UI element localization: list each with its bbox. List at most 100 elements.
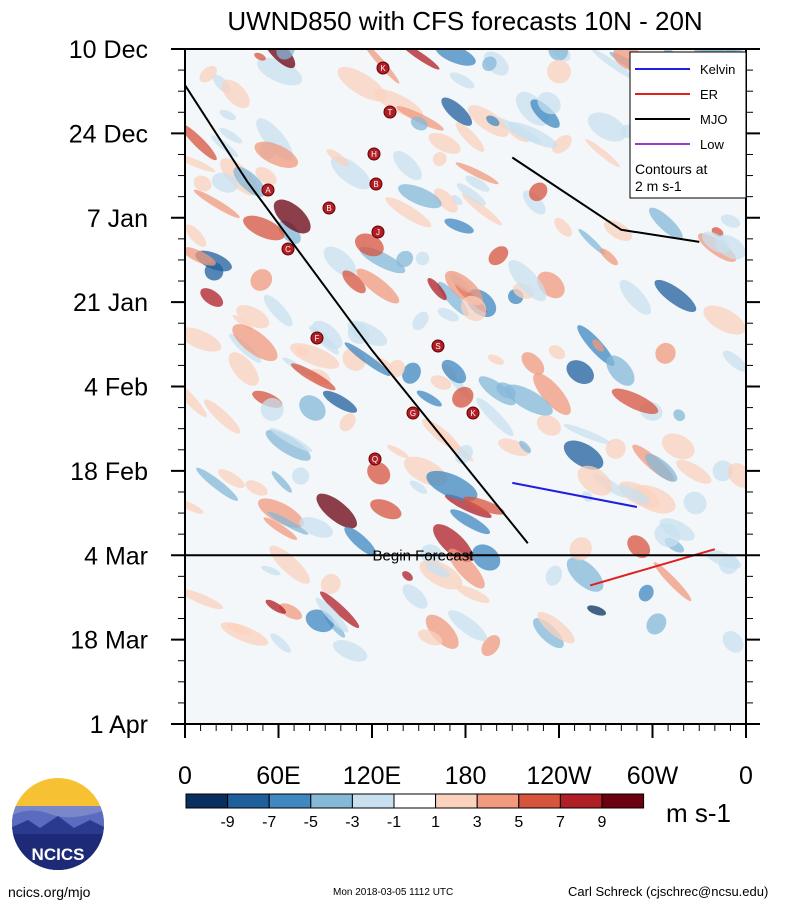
- legend-label-kelvin: Kelvin: [700, 62, 735, 77]
- field-blob: [393, 150, 422, 181]
- ncics-logo: NCICS: [10, 776, 106, 872]
- field-blob: [320, 573, 341, 595]
- field-blob: [270, 633, 291, 653]
- field-blob: [367, 461, 391, 485]
- field-blob: [456, 183, 486, 206]
- field-blob: [196, 467, 239, 501]
- field-blob: [261, 565, 281, 576]
- legend-label-er: ER: [700, 87, 718, 102]
- storm-label: C: [285, 245, 291, 254]
- field-blob: [291, 467, 310, 485]
- field-blob: [508, 259, 547, 302]
- y-tick-label: 18 Mar: [70, 627, 148, 655]
- field-blob: [455, 122, 485, 152]
- field-blob: [646, 613, 667, 635]
- field-blob: [627, 535, 651, 559]
- colorbar-label: -7: [262, 814, 276, 831]
- storm-symbol-marker: [466, 406, 480, 420]
- colorbar-label: 5: [514, 814, 523, 831]
- colorbar-cell: [227, 793, 270, 809]
- x-tick-label: 120E: [343, 762, 401, 790]
- y-tick-label: 4 Feb: [84, 374, 148, 402]
- colorbar-units: m s-1: [666, 798, 731, 828]
- field-blob: [255, 166, 277, 186]
- field-blob: [578, 229, 605, 255]
- field-blob: [344, 342, 391, 377]
- field-blob: [638, 584, 654, 602]
- storm-symbol-marker: [371, 225, 385, 239]
- storm-symbol-8: F: [310, 331, 324, 345]
- field-blob: [522, 190, 546, 215]
- legend-note: 2 m s-1: [635, 178, 682, 194]
- field-blob: [342, 270, 366, 294]
- storm-symbol-10: G: [406, 406, 420, 420]
- storm-symbol-4: A: [261, 183, 275, 197]
- field-blob: [577, 465, 612, 496]
- storm-symbol-marker: [383, 105, 397, 119]
- storm-symbol-7: C: [281, 242, 295, 256]
- field-blob: [387, 445, 409, 459]
- field-blob: [267, 511, 309, 535]
- field-blob: [232, 315, 254, 330]
- colorbar-label: 9: [598, 814, 607, 831]
- y-tick-label: 10 Dec: [69, 36, 148, 64]
- storm-symbol-marker: [368, 452, 382, 466]
- field-blob: [228, 352, 259, 386]
- field-blob: [428, 132, 461, 154]
- field-blob: [219, 109, 236, 121]
- field-blob: [478, 376, 516, 406]
- field-blob: [185, 589, 224, 610]
- field-blob: [425, 614, 459, 649]
- colorbar-cell: [559, 793, 603, 809]
- field-blob: [320, 591, 360, 629]
- field-blob: [402, 584, 428, 609]
- field-blob: [585, 138, 620, 168]
- colorbar-cell: [268, 793, 312, 809]
- field-blob: [437, 281, 469, 316]
- field-blob: [402, 571, 413, 581]
- field-blob: [494, 117, 541, 144]
- field-blob: [296, 346, 309, 356]
- field-blob: [482, 56, 497, 72]
- field-blob: [592, 339, 604, 352]
- storm-symbol-marker: [310, 331, 324, 345]
- storm-symbol-marker: [322, 201, 336, 215]
- field-blob: [426, 470, 478, 502]
- field-blob: [219, 127, 243, 144]
- storm-label: H: [371, 150, 377, 159]
- field-blob: [254, 52, 266, 61]
- field-blob: [659, 518, 695, 541]
- field-blob: [402, 362, 421, 384]
- field-blob: [412, 311, 429, 331]
- field-blob: [676, 459, 712, 484]
- field-blob: [410, 116, 428, 131]
- field-blob: [461, 193, 502, 226]
- field-blob: [552, 134, 572, 154]
- field-blob: [427, 278, 447, 301]
- field-blob: [605, 438, 626, 459]
- field-blob: [263, 517, 298, 540]
- x-tick-label: 60W: [627, 762, 679, 790]
- field-blob: [316, 493, 357, 529]
- field-blob: [278, 220, 301, 244]
- y-tick-label: 21 Jan: [73, 289, 148, 317]
- legend: Kelvin ER MJO Low Contours at2 m s-1: [629, 51, 747, 199]
- field-blob: [339, 413, 356, 432]
- field-blob: [648, 207, 683, 240]
- colorbar-cell: [601, 793, 645, 809]
- field-blob: [537, 611, 575, 644]
- field-blob: [486, 115, 500, 127]
- field-blob: [260, 398, 284, 421]
- field-blob: [265, 429, 311, 461]
- field-blob: [250, 269, 273, 291]
- field-blob: [416, 390, 442, 407]
- field-blob: [211, 172, 238, 193]
- storm-symbol-marker: [281, 242, 295, 256]
- storm-symbol-9: S: [431, 339, 445, 353]
- field-blob: [471, 544, 501, 571]
- colorbar-cell: [518, 793, 561, 809]
- field-blob: [232, 324, 278, 362]
- field-blob: [441, 359, 467, 384]
- field-blob: [315, 597, 349, 633]
- field-blob: [532, 618, 564, 649]
